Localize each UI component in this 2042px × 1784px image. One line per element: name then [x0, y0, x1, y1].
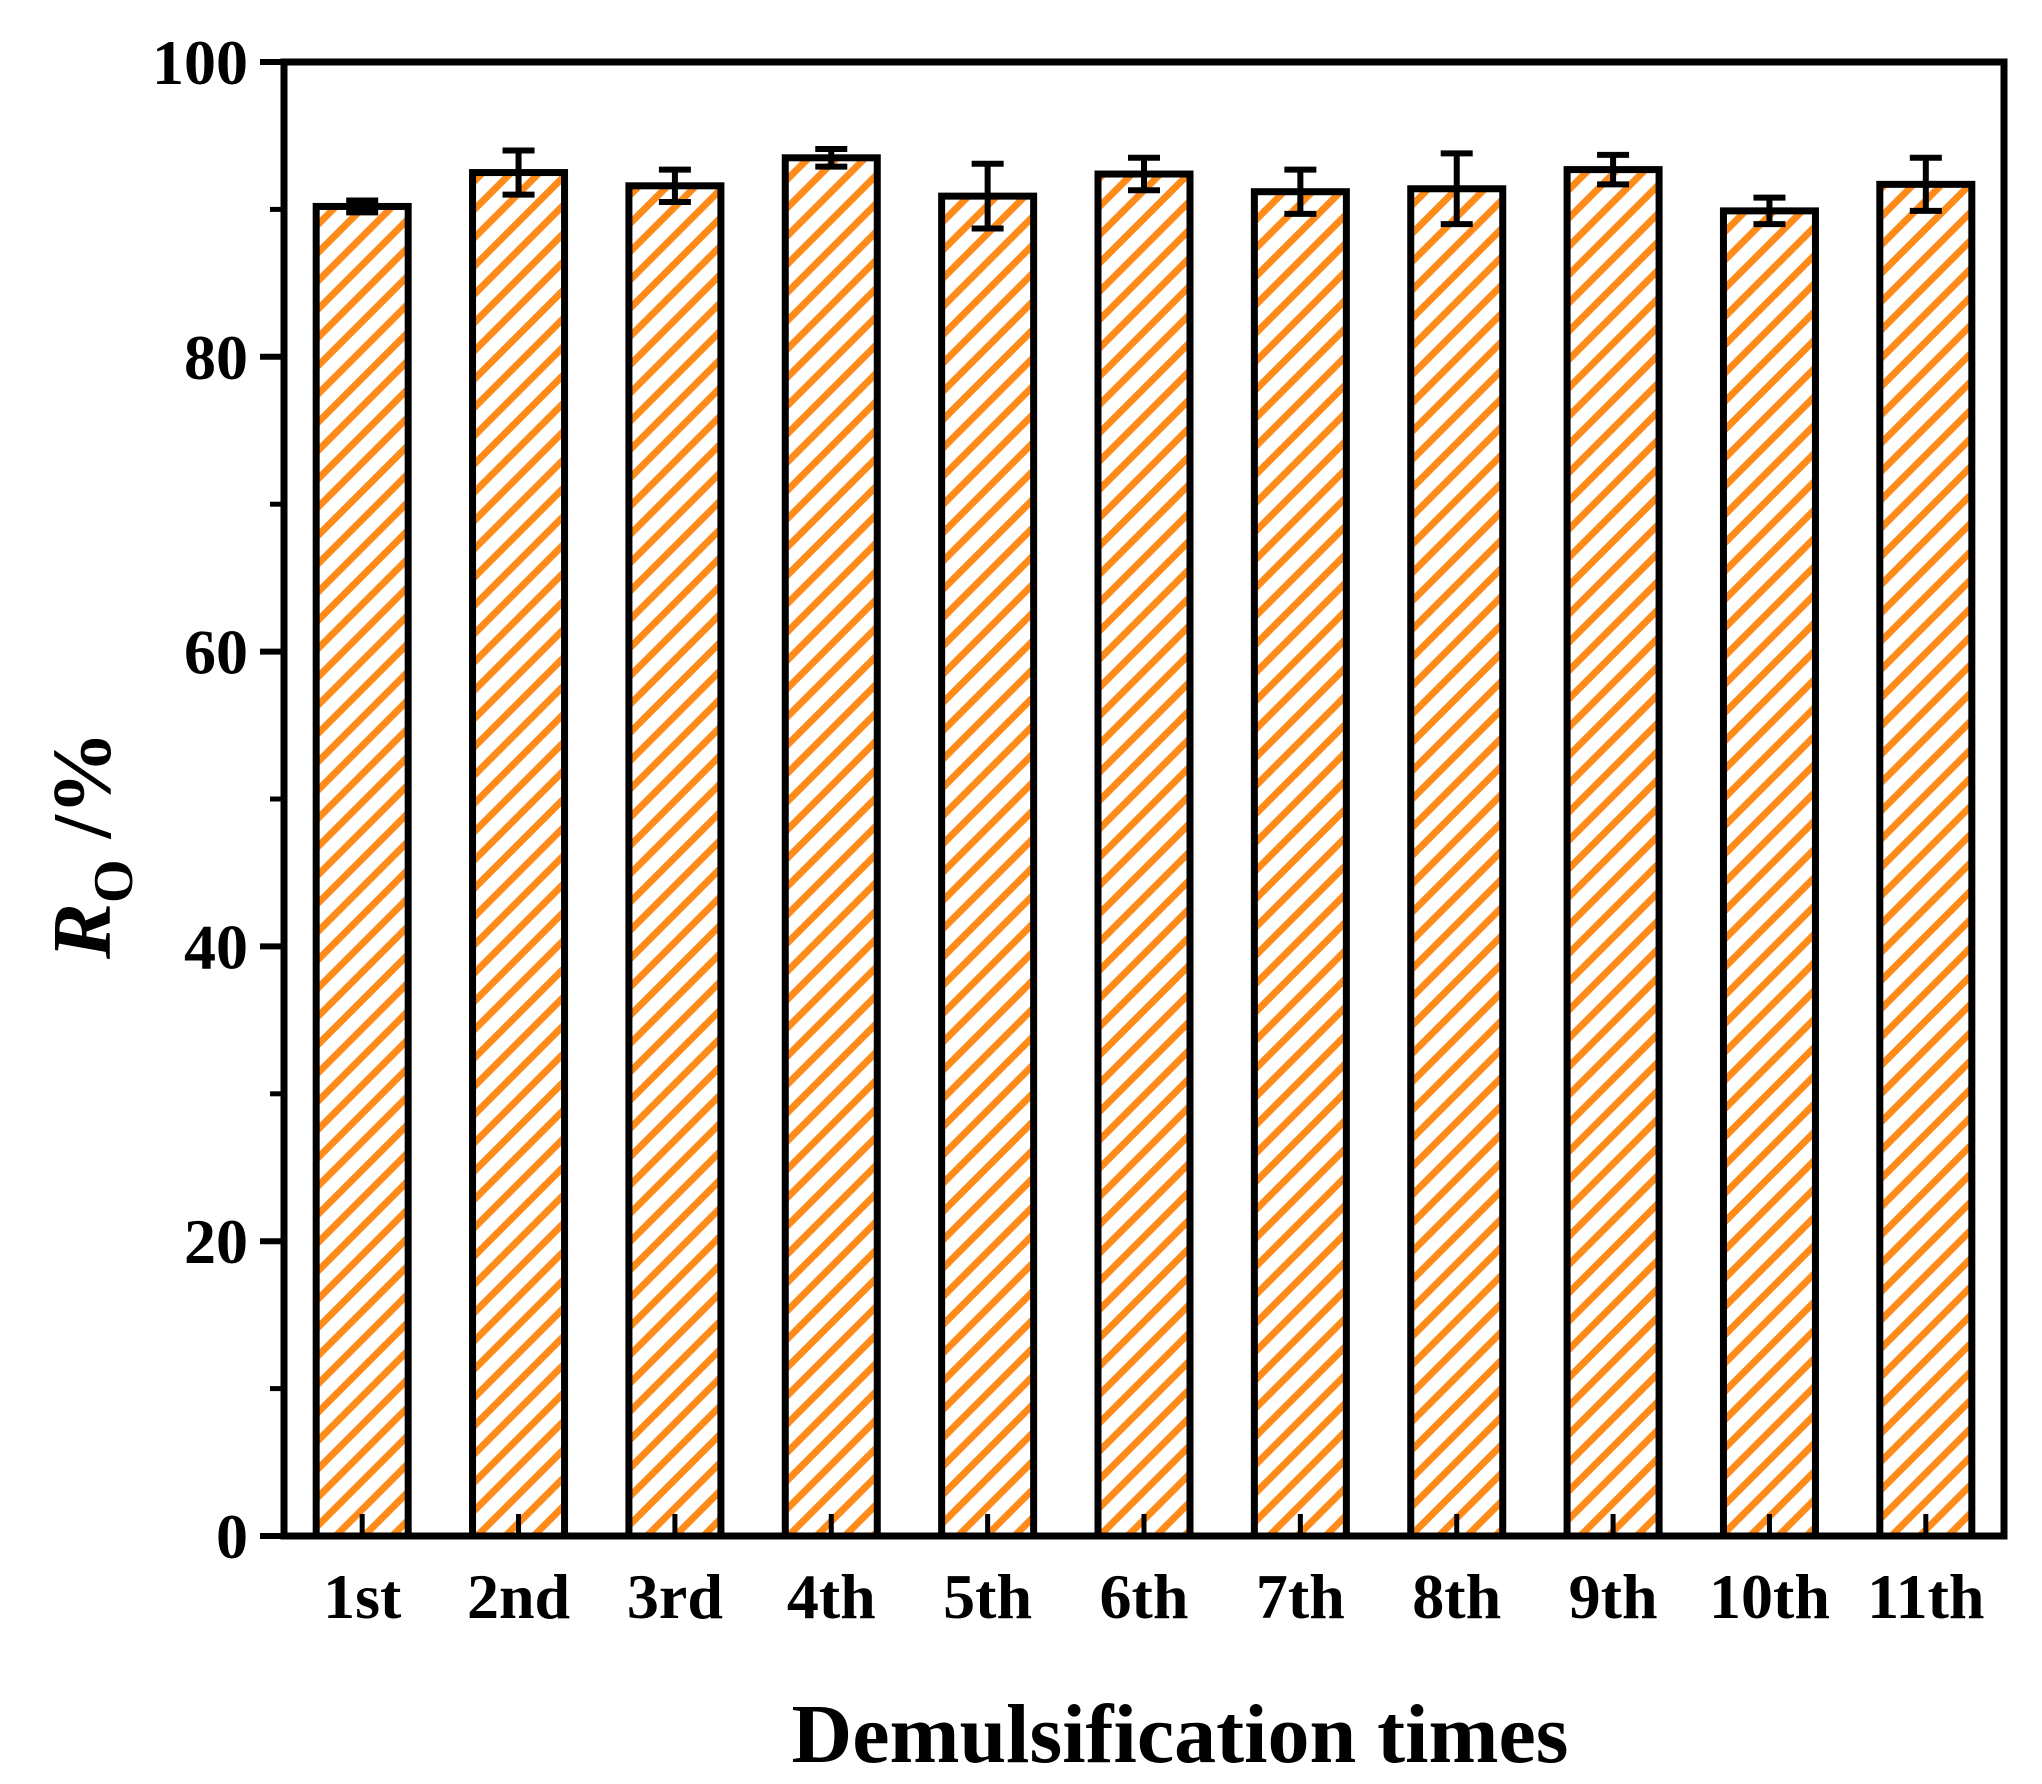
x-tick-label-8th: 8th	[1412, 1561, 1501, 1632]
y-tick-label-60: 60	[184, 617, 248, 688]
bar-7th	[1250, 188, 1350, 1540]
bar-9th	[1563, 166, 1663, 1540]
bar-6th	[1094, 170, 1194, 1540]
x-tick-label-10th: 10th	[1709, 1561, 1830, 1632]
bar-1st	[312, 202, 412, 1540]
bar-3rd	[625, 182, 725, 1540]
x-tick-label-3rd: 3rd	[627, 1561, 723, 1632]
y-axis-title-subscript: O	[83, 859, 145, 903]
x-tick-label-1st: 1st	[323, 1561, 402, 1632]
x-axis-title: Demulsification times	[792, 1688, 1569, 1781]
y-tick-label-80: 80	[184, 322, 248, 393]
axes-layer: 1st 2nd 3rd 4th 5th 6th 7th 8th 9th 10th 11th 0 20 40…	[152, 27, 2008, 1632]
bar-8th	[1407, 185, 1507, 1540]
x-tick-label-9th: 9th	[1569, 1561, 1658, 1632]
x-tick-label-4th: 4th	[787, 1561, 876, 1632]
x-tick-label-5th: 5th	[943, 1561, 1032, 1632]
bar-4th	[781, 154, 881, 1540]
y-tick-label-40: 40	[184, 911, 248, 982]
x-tick-label-7th: 7th	[1256, 1561, 1345, 1632]
bar-11th	[1876, 180, 1976, 1540]
bars-layer	[312, 145, 1976, 1540]
bar-5th	[938, 192, 1038, 1540]
y-tick-label-20: 20	[184, 1206, 248, 1277]
plot-frame	[280, 58, 2008, 1540]
x-tick-label-2nd: 2nd	[467, 1561, 570, 1632]
x-tick-label-11th: 11th	[1867, 1561, 1984, 1632]
y-tick-label-0: 0	[216, 1501, 248, 1572]
bar-10th	[1719, 207, 1819, 1540]
x-tick-label-6th: 6th	[1100, 1561, 1189, 1632]
y-tick-label-100: 100	[152, 27, 248, 98]
y-axis-title: RO /%	[36, 731, 145, 960]
y-axis-title-main: R	[36, 903, 129, 960]
y-axis-title-unit: /%	[36, 731, 129, 859]
bar-2nd	[469, 169, 569, 1540]
